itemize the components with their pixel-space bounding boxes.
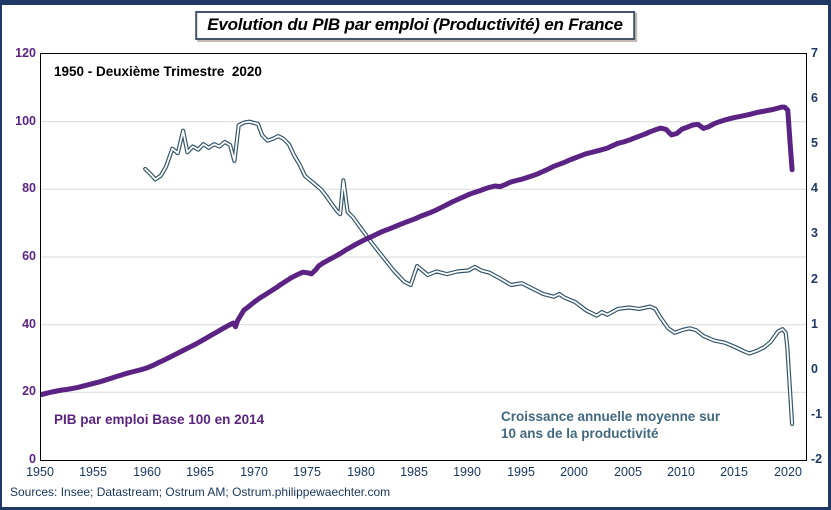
x-axis-tick-1970: 1970	[240, 465, 268, 479]
right-axis-tick-5: 5	[811, 136, 818, 150]
right-axis-tick-1: 1	[811, 317, 818, 331]
left-axis-tick-120: 120	[15, 46, 36, 60]
x-axis-tick-1965: 1965	[186, 465, 214, 479]
chart-title: Evolution du PIB par emploi (Productivit…	[207, 15, 623, 34]
productivity-series-label: Croissance annuelle moyenne sur 10 ans d…	[501, 408, 771, 442]
x-axis-tick-1995: 1995	[507, 465, 535, 479]
productivity-series-line-core	[144, 120, 793, 425]
left-axis-tick-60: 60	[22, 249, 36, 263]
x-axis-tick-1975: 1975	[293, 465, 321, 479]
productivity-series-line-outer	[143, 119, 795, 426]
pib-series-label: PIB par emploi Base 100 en 2014	[54, 412, 265, 427]
x-axis-tick-1980: 1980	[347, 465, 375, 479]
x-axis-tick-2000: 2000	[560, 465, 588, 479]
x-axis-tick-2020: 2020	[774, 465, 802, 479]
left-axis-tick-80: 80	[22, 181, 36, 195]
left-axis-tick-40: 40	[22, 317, 36, 331]
x-axis-tick-2005: 2005	[614, 465, 642, 479]
plot-area	[40, 53, 807, 461]
x-axis-tick-1955: 1955	[79, 465, 107, 479]
x-axis-tick-1985: 1985	[400, 465, 428, 479]
right-axis-tick-3: 3	[811, 226, 818, 240]
x-axis-tick-1950: 1950	[26, 465, 54, 479]
right-axis-tick-2: 2	[811, 272, 818, 286]
source-text: Sources: Insee; Datastream; Ostrum AM; O…	[10, 485, 391, 499]
left-axis-tick-20: 20	[22, 384, 36, 398]
pib-series-line	[41, 104, 795, 398]
left-axis-tick-100: 100	[15, 114, 36, 128]
right-axis-tick-4: 4	[811, 181, 818, 195]
gridlines	[41, 121, 806, 393]
x-axis-tick-2015: 2015	[720, 465, 748, 479]
period-annotation: 1950 - Deuxième Trimestre 2020	[54, 64, 262, 79]
x-axis-tick-1990: 1990	[453, 465, 481, 479]
series-lines	[41, 104, 795, 426]
right-axis-tick-0: 0	[811, 362, 818, 376]
right-axis-tick--2: -2	[811, 452, 823, 466]
productivity-series-label-line2: 10 ans de la productivité	[501, 426, 659, 441]
productivity-series-label-line1: Croissance annuelle moyenne sur	[501, 409, 721, 424]
right-axis-tick-7: 7	[811, 46, 818, 60]
left-axis-tick-0: 0	[29, 452, 36, 466]
chart-title-box: Evolution du PIB par emploi (Productivit…	[195, 11, 635, 40]
right-axis-tick--1: -1	[811, 407, 823, 421]
x-axis-tick-1960: 1960	[133, 465, 161, 479]
chart-canvas	[41, 104, 806, 426]
right-axis-tick-6: 6	[811, 91, 818, 105]
x-axis-tick-2010: 2010	[667, 465, 695, 479]
